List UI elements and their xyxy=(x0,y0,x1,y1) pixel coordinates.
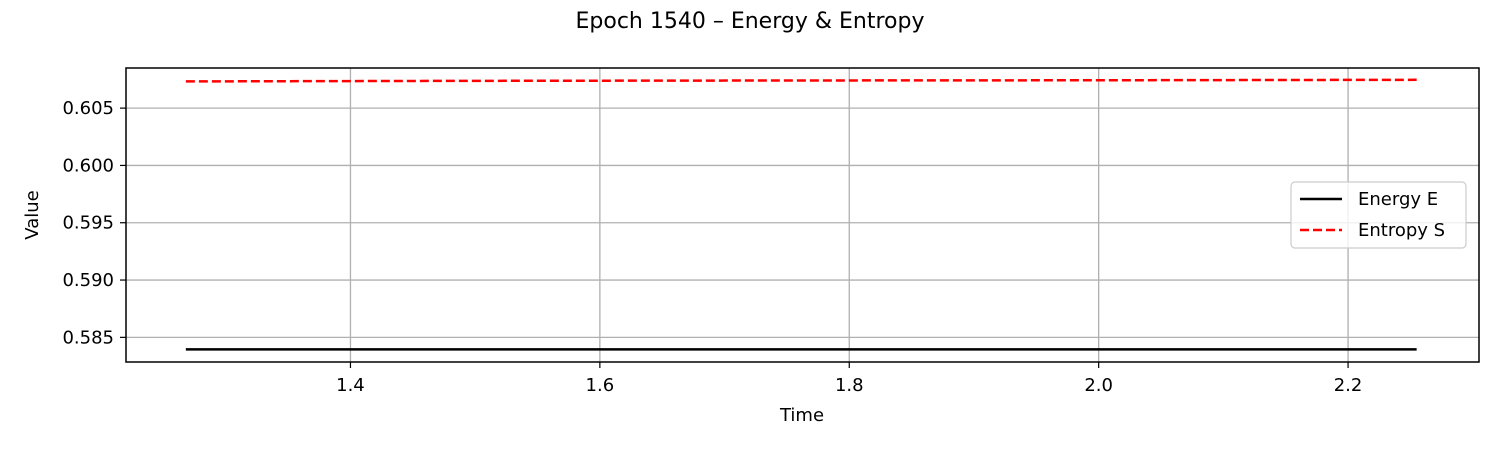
chart-title: Epoch 1540 – Energy & Entropy xyxy=(576,9,925,34)
y-tick-label: 0.605 xyxy=(62,98,114,119)
y-tick-label: 0.595 xyxy=(62,213,114,234)
y-tick-label: 0.585 xyxy=(62,327,114,348)
plot-frame xyxy=(125,67,1480,363)
y-tick-label: 0.600 xyxy=(62,155,114,176)
legend-label-energy: Energy E xyxy=(1358,189,1438,210)
legend: Energy E Entropy S xyxy=(1290,181,1467,249)
x-axis-label: Time xyxy=(779,405,824,426)
y-tick-label: 0.590 xyxy=(62,270,114,291)
tick-layer: 1.4 1.6 1.8 2.0 2.2 0.585 0.590 0.595 0.600 0.605 xyxy=(62,98,1362,396)
x-tick-label: 1.8 xyxy=(835,375,864,396)
x-tick-label: 2.0 xyxy=(1084,375,1113,396)
x-tick-label: 1.4 xyxy=(336,375,365,396)
y-axis-label: Value xyxy=(22,190,43,239)
grid-layer xyxy=(126,68,1479,362)
legend-label-entropy: Entropy S xyxy=(1358,220,1445,241)
x-tick-label: 1.6 xyxy=(586,375,615,396)
series-layer xyxy=(185,78,1417,351)
x-tick-label: 2.2 xyxy=(1334,375,1363,396)
series-line-entropy-s xyxy=(185,78,1417,83)
